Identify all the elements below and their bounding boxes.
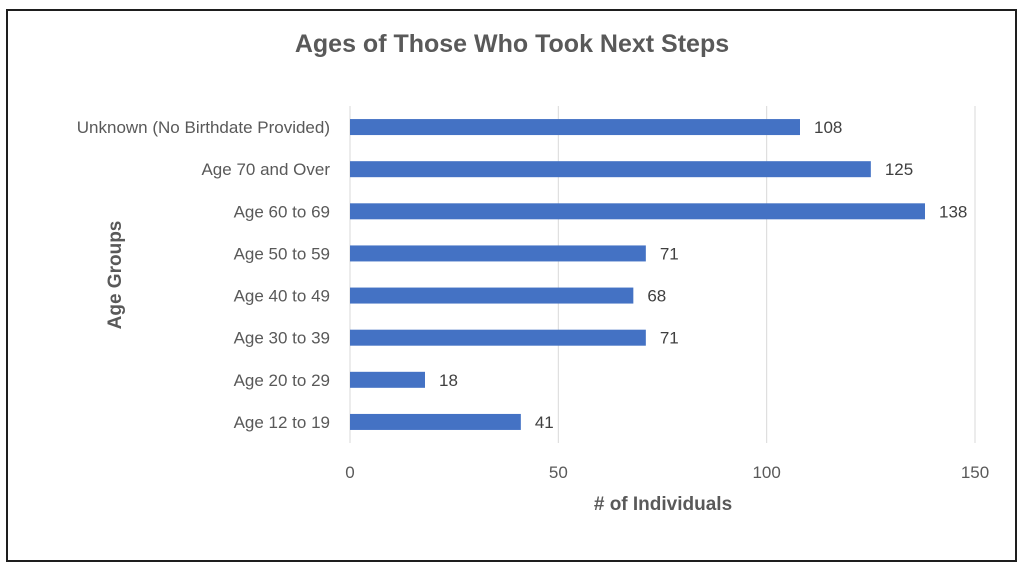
y-tick-label: Age 70 and Over bbox=[201, 160, 330, 179]
x-tick-label: 150 bbox=[961, 463, 989, 482]
y-tick-label: Age 12 to 19 bbox=[234, 413, 330, 432]
data-label: 71 bbox=[660, 329, 679, 348]
x-axis-label: # of Individuals bbox=[593, 494, 733, 515]
chart-title: Ages of Those Who Took Next Steps bbox=[294, 30, 730, 58]
y-tick-label: Age 40 to 49 bbox=[234, 287, 330, 306]
y-tick-label: Age 50 to 59 bbox=[234, 244, 330, 263]
y-tick-label: Age 30 to 39 bbox=[234, 329, 330, 348]
data-label: 138 bbox=[939, 202, 967, 221]
data-label: 68 bbox=[647, 287, 666, 306]
data-label: 71 bbox=[660, 244, 679, 263]
bar bbox=[350, 371, 425, 388]
data-label: 125 bbox=[885, 160, 913, 179]
bar bbox=[350, 329, 646, 346]
y-tick-label: Unknown (No Birthdate Provided) bbox=[77, 118, 330, 137]
bar bbox=[350, 161, 871, 178]
x-tick-label: 50 bbox=[549, 463, 568, 482]
y-tick-label: Age 20 to 29 bbox=[234, 371, 330, 390]
bar bbox=[350, 203, 925, 220]
chart-frame bbox=[6, 9, 1017, 562]
bar bbox=[350, 119, 800, 136]
data-label: 41 bbox=[535, 413, 554, 432]
bar bbox=[350, 413, 521, 430]
x-tick-label: 100 bbox=[752, 463, 780, 482]
x-tick-label: 0 bbox=[345, 463, 354, 482]
data-label: 18 bbox=[439, 371, 458, 390]
bar bbox=[350, 287, 634, 304]
y-tick-label: Age 60 to 69 bbox=[234, 202, 330, 221]
bar bbox=[350, 245, 646, 262]
data-label: 108 bbox=[814, 118, 842, 137]
